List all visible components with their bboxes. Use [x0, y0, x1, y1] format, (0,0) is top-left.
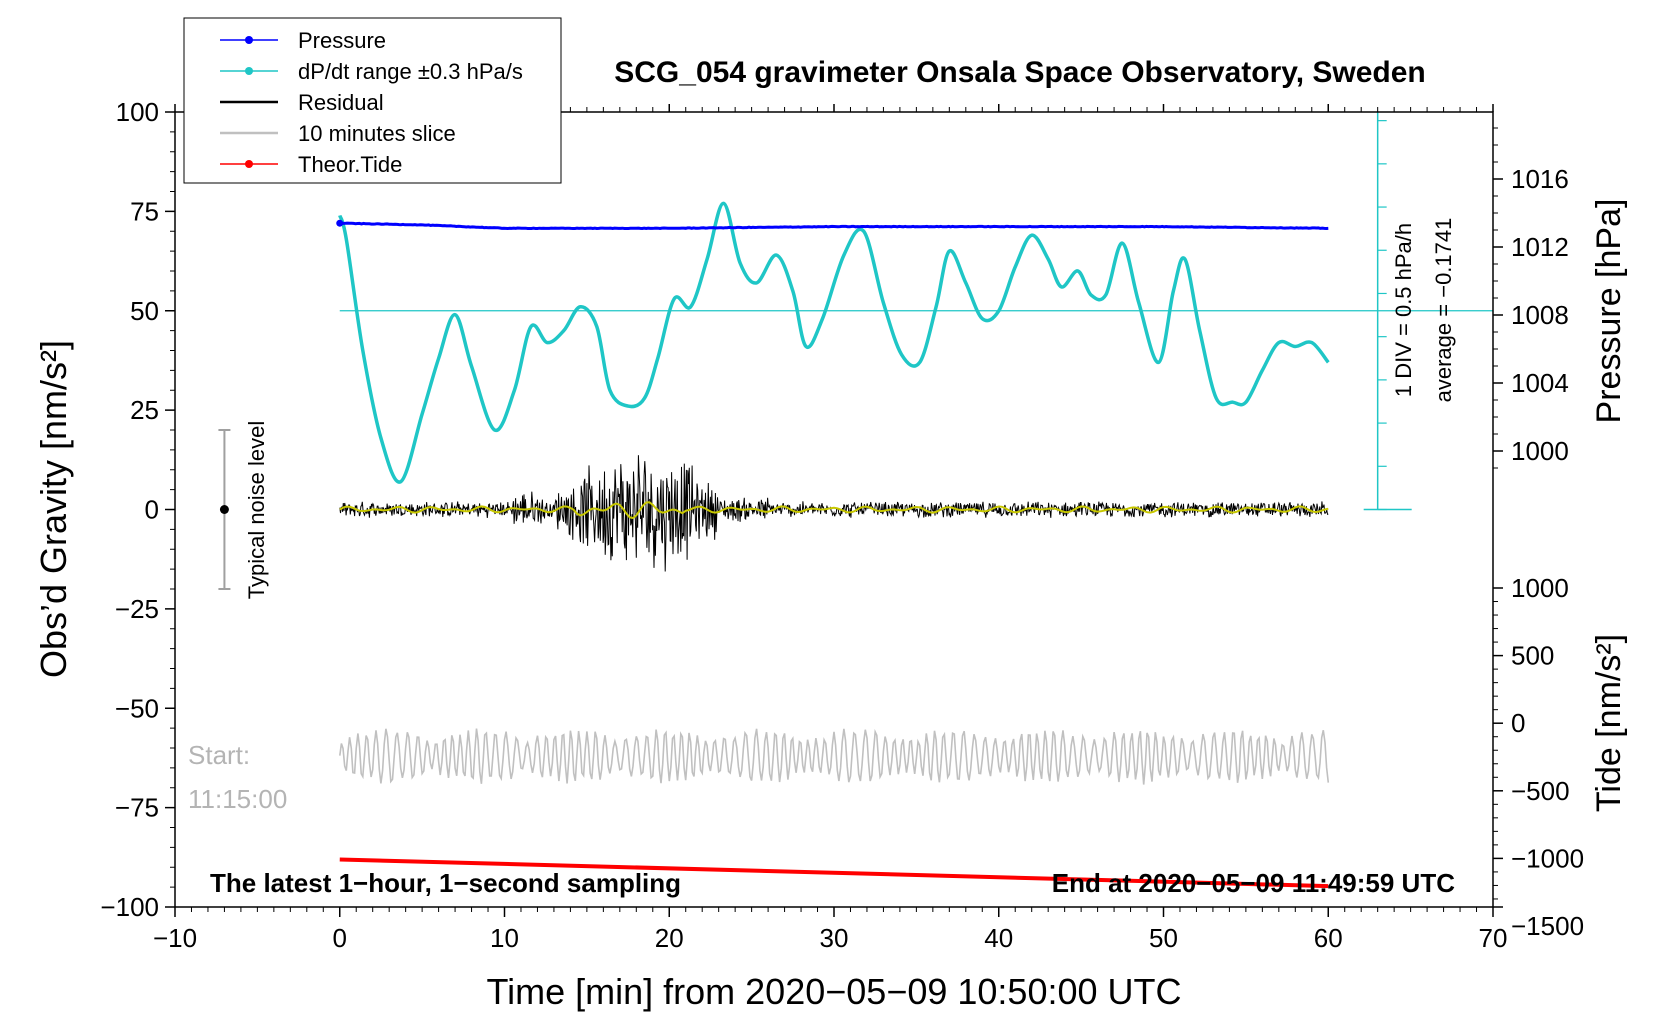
start-time-label: 11:15:00: [188, 784, 287, 814]
legend-box: [183, 17, 562, 184]
pressure-tick-label: 1016: [1511, 164, 1569, 194]
y-tick-label: 75: [130, 196, 159, 226]
pressure-tick-label: 1012: [1511, 232, 1569, 262]
y-axis-label-tide: Tide [nm/s²]: [1590, 634, 1628, 812]
pressure-tick-label: 1004: [1511, 368, 1569, 398]
pressure-line: [339, 221, 1329, 231]
legend-label-slice: 10 minutes slice: [298, 121, 456, 146]
tick-layer: −10 0 10 20 30 40 50 60 701007550250−25−50−75−10…: [100, 97, 1584, 953]
tide-tick-label: −1500: [1511, 911, 1584, 941]
legend: Pressure dP/dt range ±0.3 hPa/s Residual…: [183, 17, 562, 184]
tide-tick-label: 500: [1511, 641, 1554, 671]
y-tick-label: 100: [116, 97, 159, 127]
pressure-start-point: [336, 219, 344, 227]
tide-tick-label: 0: [1511, 708, 1525, 738]
pressure-tick-label: 1008: [1511, 300, 1569, 330]
x-tick-label: 0: [333, 923, 347, 953]
legend-label-pressure: Pressure: [298, 28, 386, 53]
average-label: average = −0.1741: [1431, 218, 1456, 403]
end-label: End at 2020−05−09 11:49:59 UTC: [1052, 868, 1455, 898]
chart-title: SCG_054 gravimeter Onsala Space Observat…: [614, 56, 1426, 89]
y-tick-label: 25: [130, 395, 159, 425]
noise-bar-center: [219, 505, 229, 514]
tide-line: [339, 857, 1329, 889]
legend-label-tide: Theor.Tide: [298, 152, 402, 177]
series-layer: [336, 112, 1493, 889]
legend-label-residual: Residual: [298, 90, 384, 115]
x-tick-label: 30: [820, 923, 849, 953]
residual-line: [339, 455, 1329, 572]
legend-marker-tide: [245, 160, 253, 168]
x-axis-label: Time [min] from 2020−05−09 10:50:00 UTC: [486, 971, 1181, 1012]
legend-marker-dpdt: [245, 67, 253, 75]
y-tick-label: −100: [100, 892, 159, 922]
y-tick-label: 0: [145, 495, 159, 525]
residual-smoothed-line: [339, 501, 1329, 520]
noise-level-label: Typical noise level: [244, 421, 269, 600]
x-tick-label: 20: [655, 923, 684, 953]
tide-tick-label: −500: [1511, 776, 1570, 806]
x-tick-label: 60: [1314, 923, 1343, 953]
x-tick-label: 40: [984, 923, 1013, 953]
x-tick-label: 70: [1479, 923, 1508, 953]
y-axis-label-pressure: Pressure [hPa]: [1590, 199, 1628, 424]
div-label: 1 DIV = 0.5 hPa/h: [1391, 223, 1416, 397]
x-tick-label: −10: [153, 923, 197, 953]
y-tick-label: −50: [115, 693, 159, 723]
y-axis-label-left: Obs’d Gravity [nm/s²]: [33, 340, 74, 678]
tide-tick-label: −1000: [1511, 843, 1584, 873]
legend-marker-pressure: [245, 36, 253, 44]
y-tick-label: −25: [115, 594, 159, 624]
start-label: Start:: [188, 740, 250, 770]
x-tick-label: 10: [490, 923, 519, 953]
latest-label: The latest 1−hour, 1−second sampling: [210, 868, 681, 898]
pressure-tick-label: 1000: [1511, 436, 1569, 466]
legend-label-dpdt: dP/dt range ±0.3 hPa/s: [298, 59, 523, 84]
slice-line: [339, 728, 1330, 785]
y-tick-label: 50: [130, 296, 159, 326]
x-tick-label: 50: [1149, 923, 1178, 953]
y-tick-label: −75: [115, 793, 159, 823]
tide-tick-label: 1000: [1511, 573, 1569, 603]
dpdt-line: [338, 201, 1330, 484]
